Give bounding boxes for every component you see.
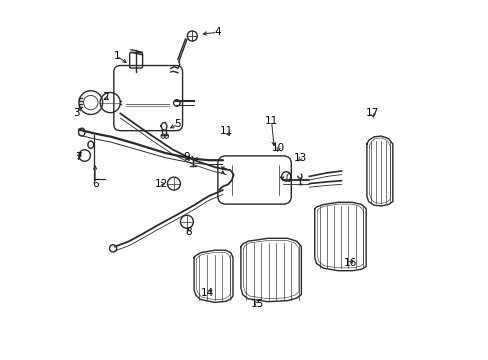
Text: 11: 11 bbox=[264, 116, 278, 126]
Text: 2: 2 bbox=[102, 92, 109, 102]
Text: 10: 10 bbox=[272, 143, 285, 153]
Text: 13: 13 bbox=[293, 153, 306, 163]
Text: 5: 5 bbox=[174, 119, 181, 129]
Text: 1: 1 bbox=[113, 51, 120, 61]
Text: 7: 7 bbox=[75, 152, 81, 162]
Text: 16: 16 bbox=[344, 258, 357, 268]
Text: 17: 17 bbox=[365, 108, 378, 118]
Text: 9: 9 bbox=[183, 152, 190, 162]
Text: 12: 12 bbox=[154, 179, 167, 189]
Text: 4: 4 bbox=[214, 27, 221, 37]
Text: 8: 8 bbox=[185, 227, 192, 237]
Text: 11: 11 bbox=[220, 126, 233, 136]
Text: 6: 6 bbox=[92, 179, 98, 189]
Text: 15: 15 bbox=[250, 299, 263, 309]
Text: 14: 14 bbox=[201, 288, 214, 298]
Text: 3: 3 bbox=[73, 108, 79, 118]
